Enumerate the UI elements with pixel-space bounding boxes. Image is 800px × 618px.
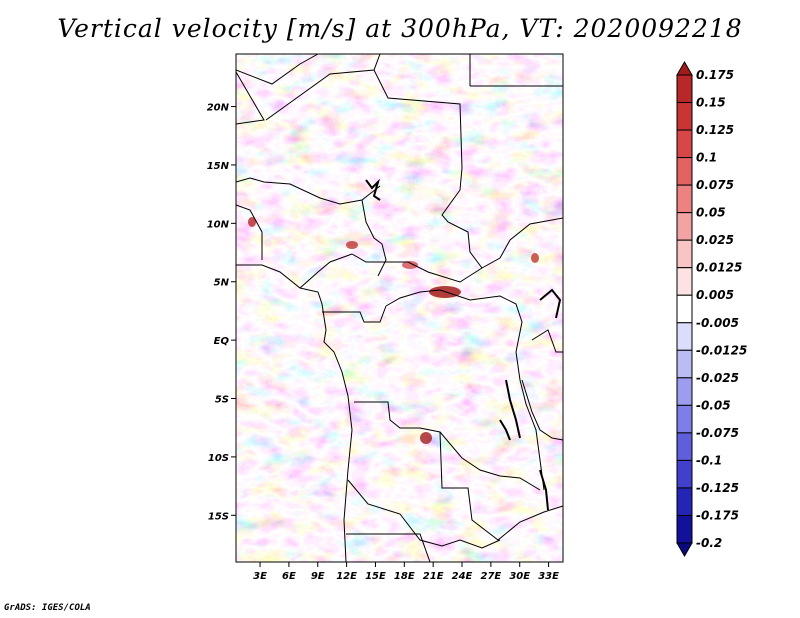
colorbar-label: 0.05: [696, 206, 726, 220]
colorbar-box: [676, 377, 693, 406]
colorbar-label: -0.025: [696, 371, 739, 385]
lat-tick-label: 5S: [215, 395, 229, 406]
lon-tick-label: 24E: [452, 571, 473, 582]
lat-tick-label: 20N: [207, 103, 230, 114]
map-frame: [235, 53, 564, 563]
colorbar-top-arrow: [676, 60, 693, 76]
colorbar-label: 0.005: [696, 288, 734, 302]
hotspot: [346, 241, 358, 249]
colorbar-label: -0.2: [696, 536, 722, 550]
colorbar-label: 0.075: [696, 178, 734, 192]
colorbar-box: [676, 432, 693, 461]
hotspot: [531, 253, 539, 263]
grads-credit: GrADS: IGES/COLA: [4, 603, 91, 613]
colorbar-box: [676, 459, 693, 489]
lakes: [365, 178, 562, 511]
lat-tick-label: 5N: [214, 278, 230, 289]
colorbar: [676, 60, 693, 558]
colorbar-label: 0.15: [696, 96, 726, 110]
colorbar-box: [676, 74, 693, 104]
colorbar-label: -0.125: [696, 481, 739, 495]
colorbar-box: [676, 349, 693, 379]
map-plot-area: [236, 54, 563, 562]
lat-tick-label: 15S: [208, 511, 229, 522]
colorbar-label: -0.05: [696, 398, 731, 412]
lon-tick-label: 6E: [282, 571, 296, 582]
colorbar-box: [676, 239, 693, 269]
colorbar-box: [676, 157, 693, 186]
colorbar-labels: 0.175 0.15 0.125 0.1 0.075 0.05 0.025 0.0125 0.0…: [696, 68, 747, 550]
lat-tick-label: EQ: [214, 336, 230, 347]
colorbar-label: 0.125: [696, 123, 734, 137]
colorbar-bottom-arrow: [676, 542, 693, 558]
country-boundaries: [236, 54, 563, 562]
hotspot: [402, 261, 418, 269]
colorbar-box: [676, 404, 693, 434]
lon-tick-label: 12E: [336, 571, 357, 582]
hotspot: [248, 217, 256, 227]
lon-tick-label: 15E: [365, 571, 386, 582]
colorbar-label: 0.0125: [696, 261, 742, 275]
colorbar-label: -0.1: [696, 453, 722, 467]
colorbar-box: [676, 322, 693, 351]
colorbar-label: 0.025: [696, 233, 734, 247]
lon-tick-label: 18E: [394, 571, 415, 582]
colorbar-box: [676, 294, 693, 324]
colorbar-box: [676, 267, 693, 296]
lon-tick-label: 27E: [480, 571, 501, 582]
colorbar-box: [676, 487, 693, 516]
longitude-axis: 3E 6E 9E 12E 15E 18E 21E 24E 27E 30E 33E: [253, 562, 559, 582]
colorbar-box: [676, 129, 693, 159]
colorbar-label: 0.175: [696, 68, 734, 82]
lon-tick-label: 33E: [538, 571, 559, 582]
colorbar-box: [676, 184, 693, 214]
colorbar-box: [676, 212, 693, 241]
colorbar-box: [676, 514, 693, 544]
lon-tick-label: 3E: [253, 571, 267, 582]
colorbar-label: -0.175: [696, 508, 739, 522]
lon-tick-label: 30E: [509, 571, 530, 582]
colorbar-label: -0.0125: [696, 343, 747, 357]
hotspot: [420, 432, 432, 444]
lon-tick-label: 9E: [311, 571, 325, 582]
latitude-axis: 20N 15N 10N 5N EQ 5S 10S 15S: [207, 103, 236, 522]
lat-tick-label: 15N: [207, 161, 230, 172]
colorbar-box: [676, 102, 693, 131]
colorbar-label: -0.075: [696, 426, 739, 440]
vertical-velocity-field: [236, 54, 563, 562]
chart-title: Vertical velocity [m/s] at 300hPa, VT: 2…: [57, 14, 743, 43]
colorbar-label: 0.1: [696, 151, 717, 165]
lon-tick-label: 21E: [423, 571, 444, 582]
colorbar-label: -0.005: [696, 316, 739, 330]
lat-tick-label: 10S: [208, 453, 229, 464]
lat-tick-label: 10N: [207, 219, 230, 230]
